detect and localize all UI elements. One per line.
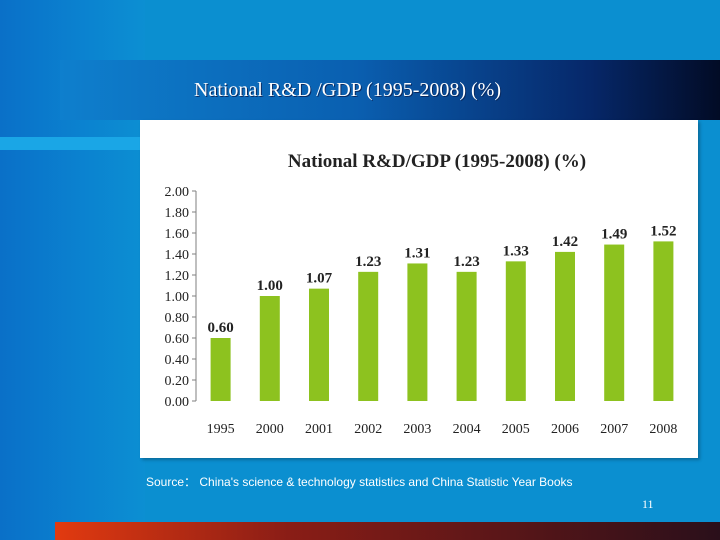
- slide-title: National R&D /GDP (1995-2008) (%): [194, 78, 501, 101]
- y-tick-label: 0.00: [165, 395, 190, 410]
- data-label-2007: 1.49: [601, 227, 627, 243]
- x-tick-label-2008: 2008: [649, 422, 677, 437]
- bar-2001: [309, 288, 329, 401]
- data-label-2005: 1.33: [503, 243, 529, 259]
- x-tick-label-2004: 2004: [453, 422, 481, 437]
- y-tick-label: 1.00: [165, 290, 190, 305]
- x-tick-label-2001: 2001: [305, 422, 333, 437]
- y-tick-label: 1.20: [165, 269, 190, 284]
- x-tick-label-2003: 2003: [403, 422, 431, 437]
- chart-title: National R&D/GDP (1995-2008) (%): [288, 151, 586, 172]
- data-label-1995: 0.60: [207, 320, 233, 336]
- chart-panel: National R&D/GDP (1995-2008) (%) 0.00 0.20…: [140, 120, 698, 458]
- y-tick-label: 0.60: [165, 332, 190, 347]
- y-tick-label: 1.60: [165, 227, 190, 242]
- y-tick-label: 1.80: [165, 206, 190, 221]
- page-number: 11: [642, 497, 654, 511]
- x-tick-label-2005: 2005: [502, 422, 530, 437]
- left-accent-stripe: [0, 137, 150, 150]
- bar-2006: [555, 251, 575, 401]
- bar-2002: [358, 271, 379, 401]
- x-tick-label-2007: 2007: [600, 422, 628, 437]
- data-label-2006: 1.42: [552, 234, 578, 250]
- bar-2000: [259, 296, 280, 401]
- x-tick-label-2002: 2002: [354, 422, 382, 437]
- data-label-2004: 1.23: [453, 254, 479, 270]
- source-note: Source： China's science & technology sta…: [146, 475, 573, 489]
- bar-2003: [407, 263, 428, 401]
- x-tick-label-2000: 2000: [256, 422, 284, 437]
- y-tick-label: 0.20: [165, 374, 190, 389]
- data-label-2008: 1.52: [650, 223, 676, 239]
- x-tick-label-1995: 1995: [207, 422, 235, 437]
- bar-2005: [505, 261, 526, 401]
- bar-2004: [456, 271, 477, 401]
- y-tick-label: 1.40: [165, 248, 190, 263]
- data-label-2000: 1.00: [257, 278, 283, 294]
- y-tick-label: 0.40: [165, 353, 190, 368]
- x-tick-label-2006: 2006: [551, 422, 579, 437]
- bar-1995: [210, 338, 231, 401]
- bar-2008: [653, 241, 674, 401]
- bar-chart: National R&D/GDP (1995-2008) (%) 0.00 0.20…: [165, 151, 678, 437]
- data-label-2001: 1.07: [306, 271, 333, 287]
- bottom-accent-bar: [55, 522, 720, 540]
- title-bar: [60, 60, 720, 120]
- bar-2007: [604, 244, 625, 401]
- data-label-2002: 1.23: [355, 254, 381, 270]
- data-label-2003: 1.31: [404, 245, 430, 261]
- y-tick-label: 0.80: [165, 311, 190, 326]
- y-tick-label: 2.00: [165, 185, 190, 200]
